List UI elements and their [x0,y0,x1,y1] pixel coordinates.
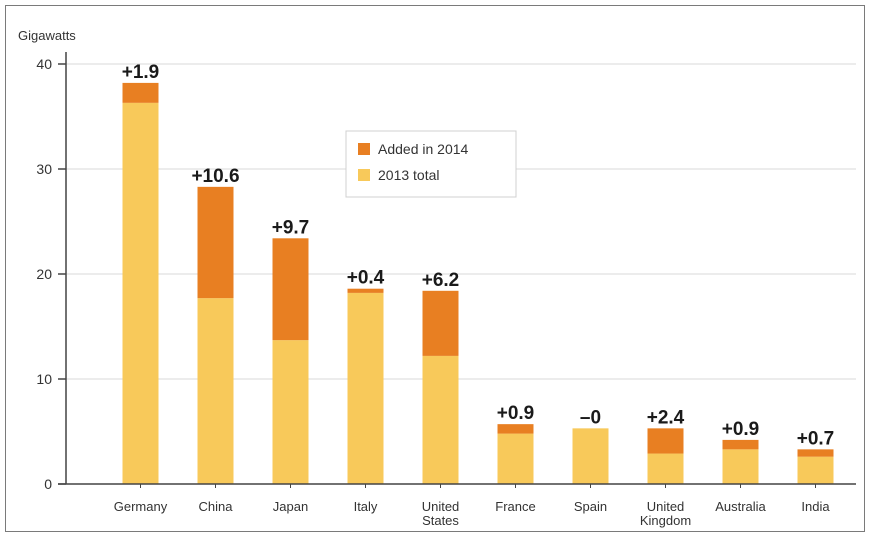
y-tick-label: 10 [36,371,52,387]
bar-2013-total [647,453,684,484]
data-label: +0.4 [347,268,385,289]
chart-svg: Gigawatts 0 10 20 30 40 +1.9 Germany +10.6 China… [18,28,856,528]
bar-2013-total [797,456,834,484]
data-label: +1.9 [122,62,160,83]
y-tick-label: 20 [36,266,52,282]
bar-2013-total [722,449,759,484]
x-category-label: France [495,499,535,514]
bar-2013-total [197,298,234,484]
y-axis-title: Gigawatts [18,28,76,43]
data-label: +0.9 [497,403,535,424]
bar-2013-total [497,433,534,484]
bars [122,82,834,484]
bar-2013-total [572,428,609,484]
legend-label: 2013 total [378,167,440,183]
x-category-label: Spain [574,499,607,514]
x-category-label: India [801,499,830,514]
x-category-label: Germany [114,499,168,514]
gridlines [66,63,856,380]
legend-swatch [358,169,370,181]
x-category-label: China [199,499,234,514]
data-label: +2.4 [647,407,685,428]
legend-swatch [358,143,370,155]
chart-frame: Gigawatts 0 10 20 30 40 +1.9 Germany +10.6 China… [5,5,865,532]
bar-added-2014 [122,82,159,103]
legend: Added in 2014 2013 total [345,130,517,198]
data-label: +10.6 [191,166,239,187]
data-label: +6.2 [422,270,460,291]
x-category-label: States [422,513,459,528]
bar-added-2014 [272,238,309,341]
data-label: +9.7 [272,217,310,238]
data-label: +0.7 [797,428,835,449]
bar-added-2014 [722,439,759,450]
legend-box [345,130,517,198]
labels: 0 10 20 30 40 +1.9 Germany +10.6 China +9.7 Japan +… [36,56,834,528]
bar-added-2014 [647,428,684,454]
y-tick-label: 0 [44,476,52,492]
bar-2013-total [272,340,309,484]
data-label: +0.9 [722,419,760,440]
x-category-label: Australia [715,499,766,514]
bar-2013-total [347,292,384,484]
axes [58,52,856,488]
x-category-label: Italy [354,499,378,514]
data-label: –0 [580,407,601,428]
x-category-label: United [422,499,460,514]
x-category-label: Kingdom [640,513,691,528]
bar-added-2014 [197,186,234,299]
bar-added-2014 [422,290,459,356]
bar-added-2014 [797,449,834,457]
bar-added-2014 [497,424,534,434]
y-tick-label: 40 [36,56,52,72]
x-category-label: Japan [273,499,308,514]
y-tick-label: 30 [36,161,52,177]
bar-2013-total [422,355,459,484]
x-category-label: United [647,499,685,514]
bar-added-2014 [347,288,384,293]
legend-label: Added in 2014 [378,141,469,157]
bar-2013-total [122,102,159,484]
